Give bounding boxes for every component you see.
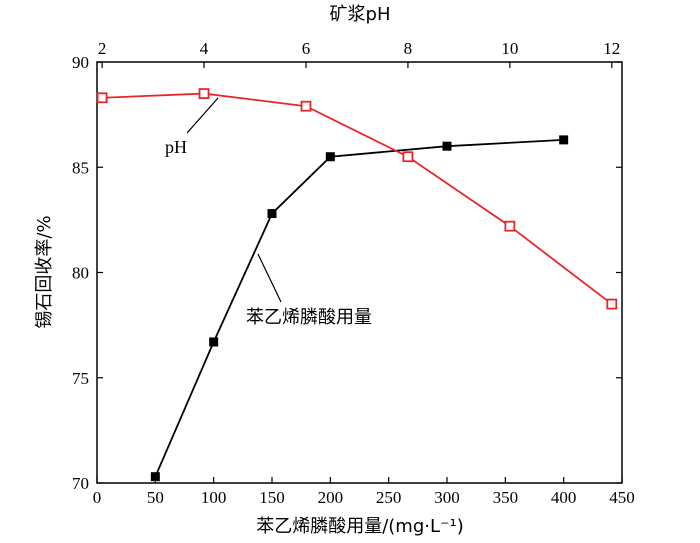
data-point-ph bbox=[198, 88, 210, 99]
x-tick-label-bottom: 400 bbox=[551, 488, 577, 507]
y-tick-label: 90 bbox=[72, 53, 89, 72]
top-axis-ticks: 2 4 6 8 10 12 bbox=[98, 39, 620, 68]
series-label-dosage: 苯乙烯膦酸用量 bbox=[246, 307, 372, 328]
x-tick-label-bottom: 250 bbox=[376, 488, 402, 507]
y-tick-label: 85 bbox=[72, 158, 89, 177]
data-point-dosage bbox=[559, 135, 569, 145]
x-tick-label-top: 12 bbox=[603, 39, 620, 58]
series-line-ph bbox=[102, 92, 613, 305]
data-point-dosage bbox=[325, 152, 335, 162]
data-point-ph bbox=[96, 92, 108, 104]
data-point-dosage bbox=[442, 141, 452, 151]
series-layer bbox=[96, 88, 618, 482]
x-tick-label-bottom: 100 bbox=[201, 488, 227, 507]
x-tick-label-top: 4 bbox=[200, 39, 209, 58]
series-leader-ph bbox=[186, 97, 219, 134]
bottom-axis-ticks: 0 50 100 150 200 250 300 350 400 450 bbox=[93, 477, 635, 507]
data-point-dosage bbox=[150, 472, 160, 482]
series-label-ph: pH bbox=[165, 137, 187, 157]
x-tick-label-top: 2 bbox=[98, 39, 107, 58]
x-tick-label-top: 6 bbox=[302, 39, 311, 58]
data-point-ph bbox=[402, 151, 414, 163]
y-tick-label: 70 bbox=[72, 474, 89, 493]
x-tick-label-bottom: 150 bbox=[259, 488, 285, 507]
x-tick-label-bottom: 450 bbox=[609, 488, 635, 507]
series-line-dosage bbox=[154, 138, 564, 478]
x-tick-label-bottom: 0 bbox=[93, 488, 102, 507]
series-leader-dosage bbox=[257, 253, 282, 303]
data-point-ph bbox=[504, 220, 516, 232]
y-tick-label: 80 bbox=[72, 264, 89, 283]
x-tick-label-bottom: 300 bbox=[434, 488, 460, 507]
data-point-ph bbox=[300, 100, 312, 112]
left-axis-ticks: 70 75 80 85 90 bbox=[72, 53, 622, 493]
x-axis-title-top: 矿浆pH bbox=[330, 4, 391, 25]
data-point-ph bbox=[606, 298, 618, 310]
x-tick-label-bottom: 50 bbox=[147, 488, 164, 507]
x-tick-label-bottom: 200 bbox=[318, 488, 344, 507]
x-tick-label-top: 10 bbox=[501, 39, 518, 58]
x-axis-title-bottom: 苯乙烯膦酸用量/(mg·L⁻¹) bbox=[256, 516, 464, 537]
data-point-dosage bbox=[267, 209, 277, 219]
data-point-dosage bbox=[209, 337, 219, 347]
x-tick-label-bottom: 350 bbox=[493, 488, 519, 507]
x-tick-label-top: 8 bbox=[404, 39, 413, 58]
y-axis-title: 锡石回收率/% bbox=[34, 215, 55, 328]
plot-frame bbox=[96, 61, 623, 484]
y-tick-label: 75 bbox=[72, 369, 89, 388]
